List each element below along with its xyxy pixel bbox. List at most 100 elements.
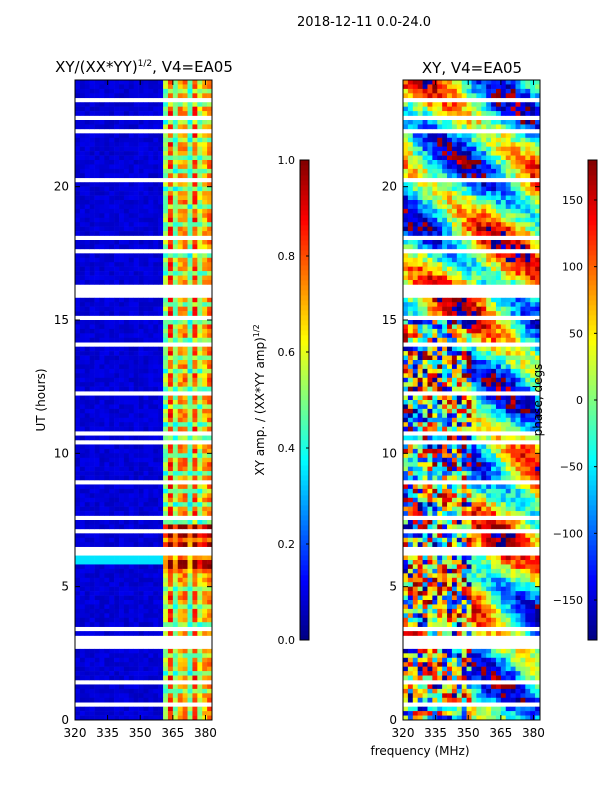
phase-heatmap-cell [471, 106, 477, 112]
amp-heatmap-cell [148, 377, 154, 383]
amp-heatmap-cell [172, 533, 179, 539]
phase-heatmap-cell [412, 106, 418, 112]
amp-heatmap-cell [133, 191, 139, 196]
phase-heatmap-cell [495, 360, 502, 365]
amp-heatmap-cell [177, 395, 183, 401]
amp-heatmap-cell [153, 444, 159, 450]
amp-heatmap-cell [89, 586, 95, 592]
amp-heatmap-cell [182, 622, 188, 627]
amp-heatmap-cell [109, 693, 115, 699]
amp-heatmap-cell [182, 102, 188, 107]
phase-heatmap-cell [456, 311, 463, 316]
phase-heatmap-cell [466, 200, 472, 205]
amp-heatmap-cell [163, 711, 169, 716]
phase-heatmap-cell [456, 213, 463, 219]
amp-heatmap-cell [158, 200, 164, 205]
phase-heatmap-cell [461, 137, 467, 143]
phase-heatmap-cell [412, 275, 418, 281]
amp-heatmap-cell [133, 697, 139, 703]
amp-heatmap-cell [123, 422, 130, 427]
amp-heatmap-cell [172, 346, 179, 352]
amp-heatmap-cell [119, 306, 125, 312]
amp-heatmap-cell [119, 151, 125, 156]
phase-heatmap-cell [510, 124, 516, 130]
amp-heatmap-cell [104, 266, 110, 272]
phase-heatmap-cell [437, 80, 443, 85]
phase-heatmap-cell [412, 324, 418, 330]
amp-heatmap-cell [143, 200, 149, 205]
amp-heatmap-cell [182, 684, 188, 690]
amp-heatmap-cell [163, 84, 169, 90]
amp-heatmap-cell [158, 671, 164, 676]
phase-heatmap-cell [427, 173, 433, 179]
amp-heatmap-cell [89, 533, 95, 539]
phase-heatmap-cell [407, 106, 414, 112]
phase-heatmap-cell [500, 80, 507, 85]
amp-heatmap-cell [207, 502, 213, 507]
phase-heatmap-cell [500, 226, 507, 232]
phase-heatmap-cell [510, 173, 516, 179]
phase-heatmap-cell [403, 151, 409, 156]
amp-heatmap-cell [153, 586, 159, 592]
phase-heatmap-cell [432, 333, 438, 339]
amp-heatmap-cell [138, 502, 144, 507]
phase-heatmap-cell [427, 106, 433, 112]
amp-heatmap-cell [89, 493, 95, 499]
amp-heatmap-cell [114, 400, 120, 405]
phase-heatmap-cell [525, 213, 531, 219]
amp-heatmap-cell [79, 675, 86, 681]
amp-heatmap-cell [143, 266, 149, 272]
amp-heatmap-cell [114, 604, 120, 610]
amp-heatmap-cell [114, 488, 120, 494]
phase-heatmap-cell [456, 351, 463, 356]
amp-heatmap-cell [123, 631, 130, 636]
phase-heatmap-cell [491, 360, 497, 365]
phase-heatmap-cell [510, 275, 516, 281]
phase-heatmap-cell [442, 120, 448, 125]
phase-heatmap-cell [530, 80, 536, 85]
amp-heatmap-cell [109, 688, 115, 694]
amp-heatmap-cell [104, 328, 110, 334]
amp-heatmap-cell [172, 280, 179, 285]
amp-heatmap-cell [84, 484, 90, 490]
phase-heatmap-cell [456, 257, 463, 263]
phase-heatmap-cell [515, 253, 521, 259]
phase-heatmap-cell [505, 253, 511, 259]
phase-heatmap-cell [442, 262, 448, 267]
amp-heatmap-cell [84, 80, 90, 85]
amp-heatmap-cell [177, 493, 183, 499]
phase-heatmap-cell [403, 195, 409, 201]
amp-heatmap-cell [182, 124, 188, 130]
amp-heatmap-cell [123, 155, 130, 161]
amp-heatmap-cell [89, 182, 95, 187]
phase-heatmap-cell [510, 133, 516, 139]
amp-heatmap-cell [128, 684, 135, 690]
amp-heatmap-cell [182, 80, 188, 85]
phase-heatmap-cell [447, 137, 453, 143]
amp-heatmap-cell [192, 306, 198, 312]
amp-heatmap-cell [138, 537, 144, 543]
amp-heatmap-cell [197, 222, 203, 227]
amp-heatmap-cell [187, 573, 193, 579]
amp-heatmap-cell [123, 280, 130, 285]
amp-heatmap-cell [119, 368, 125, 374]
amp-heatmap-cell [114, 364, 120, 370]
phase-heatmap-cell [461, 146, 467, 152]
amp-heatmap-cell [75, 80, 81, 85]
amp-heatmap-cell [153, 488, 159, 494]
amp-heatmap-cell [94, 493, 100, 499]
amp-heatmap-cell [202, 493, 208, 499]
amp-heatmap-cell [187, 657, 193, 663]
amp-heatmap-cell [138, 413, 144, 419]
amp-heatmap-cell [158, 102, 164, 107]
phase-heatmap-cell [456, 266, 463, 272]
amp-heatmap-cell [197, 497, 203, 503]
amp-heatmap-cell [104, 697, 110, 703]
amp-heatmap-cell [182, 595, 188, 601]
amp-heatmap-cell [104, 102, 110, 107]
phase-heatmap-cell [461, 102, 467, 107]
amp-heatmap-cell [84, 262, 90, 267]
phase-heatmap-cell [451, 160, 458, 165]
amp-heatmap-cell [177, 573, 183, 579]
amp-heatmap-cell [148, 675, 154, 681]
